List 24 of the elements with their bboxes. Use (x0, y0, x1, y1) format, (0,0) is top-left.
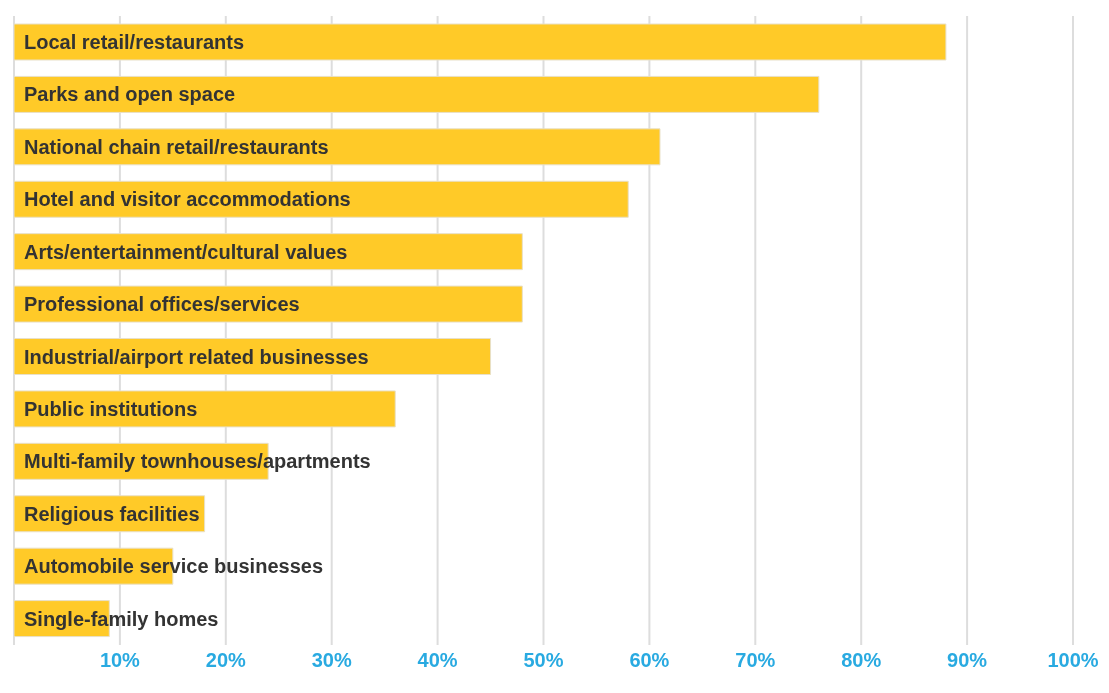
x-tick-label: 70% (735, 649, 776, 672)
x-tick-label: 50% (523, 649, 564, 672)
bar (14, 285, 523, 323)
y-tick-label: Professional offices/services (24, 293, 300, 316)
x-tick-label: 80% (841, 649, 882, 672)
y-tick-label: Religious facilities (24, 502, 200, 525)
x-tick-label: 20% (205, 649, 247, 672)
y-tick-label: Public institutions (24, 397, 198, 420)
y-tick-label: Hotel and visitor accommodations (24, 188, 351, 211)
bar (14, 75, 820, 113)
x-tick-label: 60% (629, 649, 670, 672)
x-tick-label: 40% (417, 649, 458, 672)
x-tick-label: 10% (99, 649, 141, 672)
y-tick-label: Industrial/airport related businesses (24, 345, 369, 368)
bar (14, 390, 396, 428)
y-tick-label: National chain retail/restaurants (24, 135, 329, 158)
x-tick-label: 100% (1047, 649, 1099, 672)
bar (14, 23, 947, 61)
y-tick-label: Local retail/restaurants (24, 31, 245, 53)
bar (14, 128, 661, 166)
x-tick-label: 90% (947, 649, 988, 672)
x-tick-label: 30% (311, 649, 352, 672)
y-tick-label: Parks and open space (24, 83, 236, 106)
y-tick-label: Arts/entertainment/cultural values (24, 240, 348, 263)
